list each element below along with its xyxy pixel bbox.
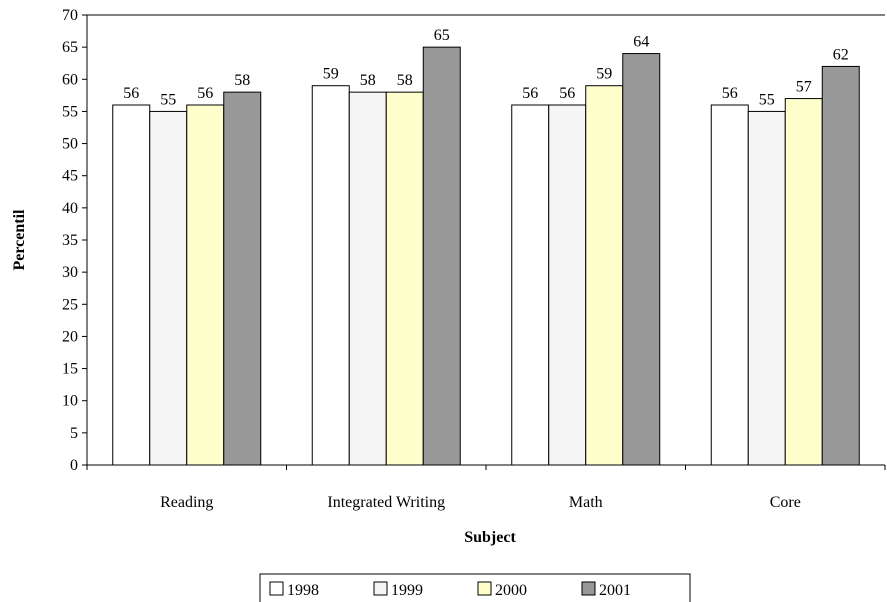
bar-2000 [585,85,624,466]
y-tick-label: 65 [62,39,78,56]
y-tick-label: 40 [62,200,78,217]
bar-2000 [784,98,823,466]
legend-label-2000: 2000 [495,582,527,599]
legend-box [259,573,691,602]
y-tick-label: 55 [62,103,78,120]
x-axis-title: Subject [464,529,516,546]
x-category-label: Reading [160,494,213,511]
data-label-1998: 59 [323,66,339,83]
y-tick-label: 0 [70,457,78,474]
legend-swatch-2000 [477,581,492,596]
y-tick-label: 70 [62,7,78,24]
y-tick-label: 5 [70,425,78,442]
data-label-1999: 55 [759,91,775,108]
data-label-2000: 56 [197,85,213,102]
bars [112,46,860,466]
y-tick-label: 60 [62,71,78,88]
bar-2001 [622,53,661,466]
bar-1999 [548,104,587,466]
bar-1998 [112,104,151,466]
bar-2001 [422,46,461,466]
bar-2000 [385,91,424,466]
bar-1999 [747,110,786,466]
data-label-2001: 64 [633,34,649,51]
x-category-label: Math [569,494,603,511]
bar-1998 [710,104,749,466]
y-tick-label: 15 [62,361,78,378]
bar-1999 [149,110,188,466]
legend-swatch-1999 [373,581,388,596]
y-tick-label: 20 [62,328,78,345]
y-tick-label: 25 [62,296,78,313]
x-category-label: Integrated Writing [327,494,445,511]
x-category-labels: Reading Integrated Writing Math Core [86,465,886,511]
data-label-1999: 58 [360,72,376,89]
y-tick-label: 50 [62,136,78,153]
bar-2000 [186,104,225,466]
data-labels: 56 55 56 58 59 58 58 65 56 56 59 64 56 55 57 62 [123,27,849,108]
bar-2001 [223,91,262,466]
data-label-2001: 62 [833,46,849,63]
data-label-1999: 55 [160,91,176,108]
legend-label-1999: 1999 [391,582,423,599]
bar-1998 [311,85,350,466]
bar-1998 [511,104,550,466]
data-label-1998: 56 [522,85,538,102]
data-label-1999: 56 [559,85,575,102]
data-label-1998: 56 [722,85,738,102]
y-ticks: 0 5 10 15 20 25 30 35 40 45 50 55 60 65 70 [62,7,87,474]
x-category-label: Core [770,494,801,511]
data-label-2001: 65 [434,27,450,44]
legend: 1998 1999 2000 2001 [259,573,691,602]
legend-swatch-2001 [581,581,596,596]
data-label-2000: 58 [397,72,413,89]
legend-label-1998: 1998 [287,582,319,599]
data-label-2001: 58 [234,72,250,89]
bar-1999 [348,91,387,466]
y-tick-label: 45 [62,168,78,185]
data-label-1998: 56 [123,85,139,102]
data-label-2000: 57 [796,79,812,96]
y-tick-label: 10 [62,393,78,410]
legend-swatch-1998 [269,581,284,596]
y-axis-title: Percentil [11,209,28,271]
y-tick-label: 35 [62,232,78,249]
data-label-2000: 59 [596,66,612,83]
bar-2001 [821,65,860,466]
legend-label-2001: 2001 [599,582,631,599]
y-tick-label: 30 [62,264,78,281]
